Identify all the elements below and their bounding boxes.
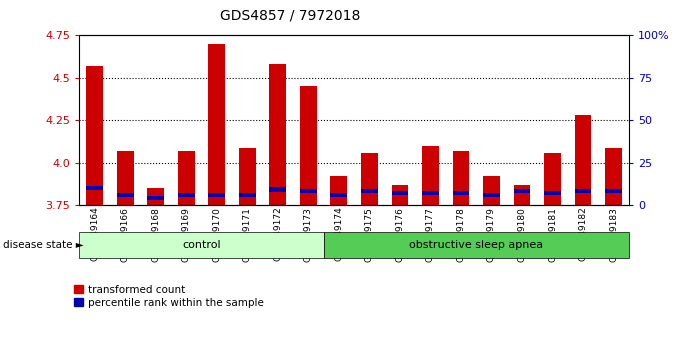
Bar	[544, 153, 561, 205]
Bar	[86, 66, 103, 205]
Bar	[209, 193, 225, 197]
Bar	[269, 188, 286, 192]
Bar	[239, 193, 256, 197]
Text: disease state ►: disease state ►	[3, 240, 84, 250]
Bar	[239, 148, 256, 205]
Bar	[361, 153, 378, 205]
Bar	[392, 185, 408, 205]
Bar	[300, 189, 316, 193]
Bar	[513, 185, 531, 205]
Bar	[453, 191, 469, 195]
Bar	[300, 86, 316, 205]
Bar	[392, 191, 408, 195]
Bar	[86, 186, 103, 190]
Bar	[117, 151, 133, 205]
Bar	[330, 176, 348, 205]
Bar	[544, 191, 561, 195]
Bar	[361, 189, 378, 193]
Bar	[575, 189, 591, 193]
Text: control: control	[182, 240, 221, 250]
Bar	[178, 193, 195, 197]
Bar	[209, 44, 225, 205]
Bar	[117, 193, 133, 197]
Bar	[483, 193, 500, 197]
Legend: transformed count, percentile rank within the sample: transformed count, percentile rank withi…	[75, 285, 264, 308]
Text: obstructive sleep apnea: obstructive sleep apnea	[409, 240, 543, 250]
Bar	[330, 193, 348, 197]
Bar	[575, 115, 591, 205]
Bar	[605, 148, 622, 205]
Bar	[605, 189, 622, 193]
Bar	[422, 146, 439, 205]
Text: GDS4857 / 7972018: GDS4857 / 7972018	[220, 9, 361, 23]
Bar	[453, 151, 469, 205]
Bar	[483, 176, 500, 205]
Bar	[147, 196, 164, 200]
Bar	[269, 64, 286, 205]
Bar	[513, 189, 531, 193]
Bar	[422, 191, 439, 195]
Bar	[147, 188, 164, 205]
Bar	[178, 151, 195, 205]
